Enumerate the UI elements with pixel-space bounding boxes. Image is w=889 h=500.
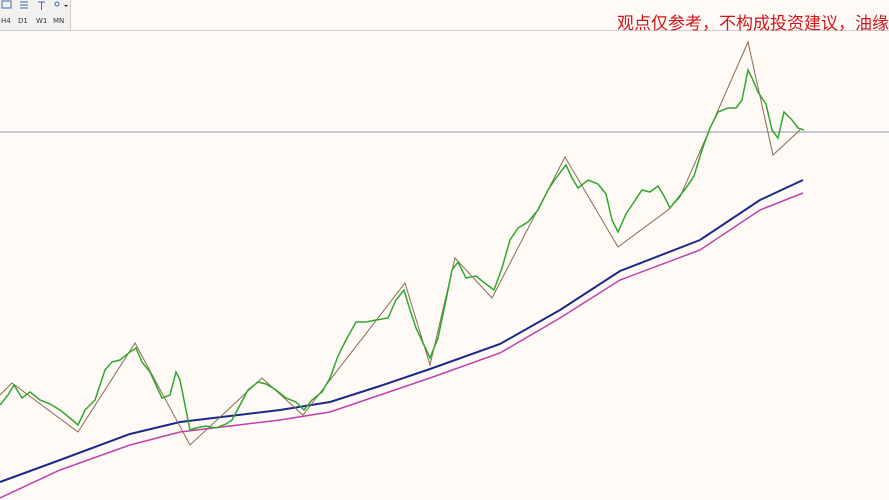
toolbar-border	[70, 30, 889, 31]
toolbar-icons	[1, 0, 68, 10]
price-candles	[0, 67, 805, 431]
icon[interactable]	[20, 1, 28, 9]
timeframe-button[interactable]: H4	[1, 17, 11, 25]
icon[interactable]	[38, 1, 45, 10]
moving-average-magenta	[0, 192, 804, 499]
moving-average-blue	[0, 179, 804, 483]
toolbar: H4 D1 W1 MN	[0, 0, 71, 31]
icon[interactable]	[54, 1, 60, 7]
timeframe-button[interactable]: W1	[36, 17, 48, 25]
icon[interactable]	[1, 0, 12, 9]
timeframe-button[interactable]: MN	[53, 17, 65, 25]
dropdown-arrow[interactable]	[64, 5, 68, 7]
zigzag-line	[0, 40, 801, 446]
disclaimer: 观点仅参考，不构成投资建议，油缘	[617, 14, 889, 34]
timeframe-button[interactable]: D1	[18, 17, 28, 25]
